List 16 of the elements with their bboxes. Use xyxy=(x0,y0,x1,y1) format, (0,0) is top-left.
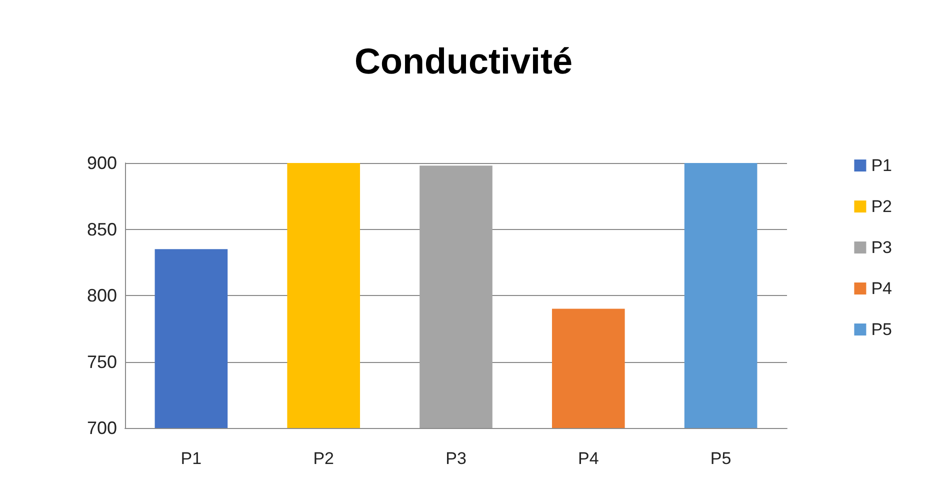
x-tick-label: P5 xyxy=(710,449,732,468)
y-tick-label: 900 xyxy=(86,153,117,173)
y-tick-label: 850 xyxy=(86,219,117,240)
legend-label: P5 xyxy=(871,320,892,339)
legend-label: P4 xyxy=(871,279,892,298)
legend-label: P1 xyxy=(871,156,892,175)
y-tick-label: 800 xyxy=(86,286,117,306)
y-tick-label: 700 xyxy=(86,418,117,438)
y-tick-label: 750 xyxy=(86,352,117,372)
x-tick-label: P2 xyxy=(313,449,334,468)
x-tick-label: P1 xyxy=(180,449,202,468)
x-tick-label: P3 xyxy=(446,449,466,468)
chart-title: Conductivité xyxy=(354,40,573,82)
legend-label: P2 xyxy=(871,197,892,216)
legend-label: P3 xyxy=(871,238,892,257)
x-tick-label: P4 xyxy=(578,449,599,468)
